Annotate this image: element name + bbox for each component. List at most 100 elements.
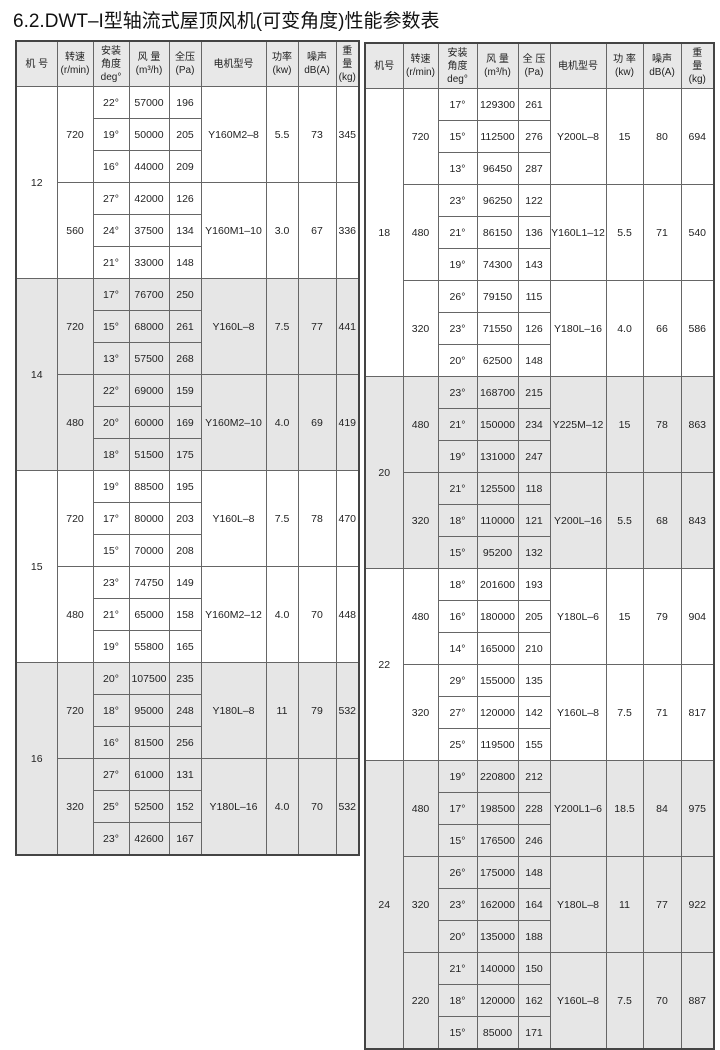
motor-model-cell: Y225M–12 [549, 376, 607, 473]
weight-cell: 336 [335, 182, 360, 279]
table-row: 20 480 23° 168700 215 Y225M–12 15 78 863 [364, 376, 715, 569]
speed-cell: 720 [402, 88, 439, 185]
angle-cell: 23° [92, 822, 130, 856]
speed-cell: 480 [56, 566, 94, 663]
table-row: 320 29° 155000 135 Y160L–8 7.5 71 817 [365, 664, 715, 761]
noise-cell: 70 [297, 758, 337, 856]
pressure-cell: 276 [517, 120, 551, 153]
airflow-cell: 81500 [128, 726, 170, 759]
power-cell: 7.5 [605, 664, 644, 761]
angle-cell: 17° [437, 88, 478, 121]
table-row: 15° 95200 132 [365, 536, 714, 569]
noise-cell: 73 [297, 86, 337, 183]
angle-cell: 18° [92, 438, 130, 471]
table-row: 18° 51500 175 [16, 438, 359, 471]
table-row: 25° 52500 152 [16, 790, 359, 823]
pressure-cell: 287 [517, 152, 551, 185]
pressure-cell: 158 [168, 598, 202, 631]
machine-group: 15 720 19° 88500 195 Y160L–8 7.5 78 470 17° 80000 2… [15, 470, 360, 663]
weight-cell: 448 [335, 566, 360, 663]
power-cell: 15 [605, 376, 644, 473]
angle-cell: 20° [92, 662, 130, 695]
angle-cell: 19° [92, 630, 130, 663]
weight-cell: 975 [680, 760, 715, 857]
airflow-cell: 37500 [128, 214, 170, 247]
pressure-cell: 247 [517, 440, 551, 473]
airflow-cell: 110000 [476, 504, 519, 537]
header-row: 机 号转速 (r/min) 安装 角度 deg° 风 量 (m³/h) 全压 (Pa)… [15, 40, 360, 87]
airflow-cell: 135000 [476, 920, 519, 953]
motor-model-cell: Y200L–16 [549, 472, 607, 569]
airflow-cell: 42000 [128, 182, 170, 215]
header-motor-model: 电机型号 [200, 40, 267, 87]
pressure-cell: 150 [517, 952, 551, 985]
speed-cell: 220 [402, 952, 439, 1050]
weight-cell: 345 [335, 86, 360, 183]
motor-model-cell: Y180L–8 [549, 856, 607, 953]
table-row: 480 23° 96250 122 Y160L1–12 5.5 71 540 [365, 184, 715, 281]
pressure-cell: 212 [517, 760, 551, 793]
angle-cell: 23° [437, 376, 478, 409]
pressure-cell: 118 [517, 472, 551, 505]
angle-cell: 19° [92, 118, 130, 151]
table-row: 18 720 17° 129300 261 Y200L–8 15 80 694 [364, 88, 715, 377]
table-row: 12 720 22° 57000 196 Y160M2–8 5.5 73 345 [15, 86, 360, 279]
airflow-cell: 155000 [476, 664, 519, 697]
angle-cell: 18° [92, 694, 130, 727]
table-row: 16° 81500 256 [16, 726, 359, 759]
angle-cell: 21° [92, 246, 130, 279]
machine-number-cell: 12 [15, 86, 58, 279]
table-row: 13° 57500 268 [16, 342, 359, 375]
motor-model-cell: Y160L1–12 [549, 184, 607, 281]
pressure-cell: 148 [517, 856, 551, 889]
noise-cell: 71 [642, 184, 682, 281]
airflow-cell: 80000 [128, 502, 170, 535]
pressure-cell: 148 [517, 344, 551, 377]
table-row: 15° 176500 246 [365, 824, 714, 857]
airflow-cell: 42600 [128, 822, 170, 856]
table-row: 15° 68000 261 [16, 310, 359, 343]
angle-cell: 19° [437, 760, 478, 793]
pressure-cell: 121 [517, 504, 551, 537]
weight-cell: 817 [680, 664, 715, 761]
pressure-cell: 248 [168, 694, 202, 727]
airflow-cell: 88500 [128, 470, 170, 503]
table-row: 13° 96450 287 [365, 152, 714, 185]
airflow-cell: 165000 [476, 632, 519, 665]
header-weight: 重 量 (kg) [680, 42, 715, 89]
airflow-cell: 112500 [476, 120, 519, 153]
airflow-cell: 71550 [476, 312, 519, 345]
header-machine-number: 机号 [364, 42, 404, 89]
header-power: 功率 (kw) [265, 40, 299, 87]
header-noise: 噪声 dB(A) [642, 42, 682, 89]
pressure-cell: 228 [517, 792, 551, 825]
motor-model-cell: Y200L–8 [549, 88, 607, 185]
pressure-cell: 131 [168, 758, 202, 791]
angle-cell: 18° [437, 504, 478, 537]
noise-cell: 80 [642, 88, 682, 185]
power-cell: 18.5 [605, 760, 644, 857]
angle-cell: 22° [92, 374, 130, 407]
machine-number-cell: 16 [15, 662, 58, 856]
pressure-cell: 195 [168, 470, 202, 503]
angle-cell: 15° [92, 534, 130, 567]
weight-cell: 532 [335, 662, 360, 759]
motor-model-cell: Y180L–16 [200, 758, 267, 856]
table-row: 17° 80000 203 [16, 502, 359, 535]
angle-cell: 13° [92, 342, 130, 375]
pressure-cell: 215 [517, 376, 551, 409]
pressure-cell: 209 [168, 150, 202, 183]
airflow-cell: 57500 [128, 342, 170, 375]
power-cell: 4.0 [265, 566, 299, 663]
header-weight: 重 量 (kg) [335, 40, 360, 87]
weight-cell: 863 [680, 376, 715, 473]
machine-number-cell: 15 [15, 470, 58, 663]
airflow-cell: 70000 [128, 534, 170, 567]
pressure-cell: 205 [168, 118, 202, 151]
header-airflow: 风 量 (m³/h) [128, 40, 170, 87]
weight-cell: 586 [680, 280, 715, 377]
pressure-cell: 210 [517, 632, 551, 665]
power-cell: 5.5 [605, 184, 644, 281]
angle-cell: 18° [437, 984, 478, 1017]
angle-cell: 19° [92, 470, 130, 503]
